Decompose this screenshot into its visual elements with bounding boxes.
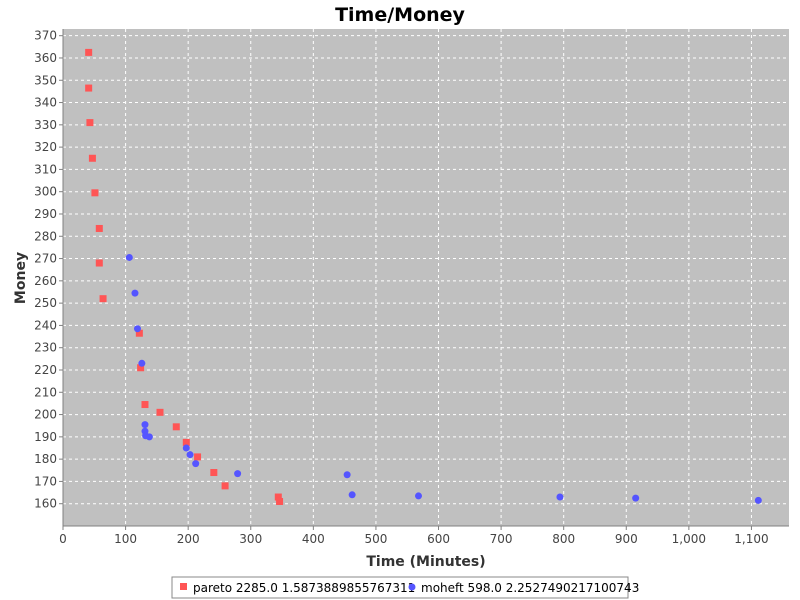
y-tick-label: 160 xyxy=(34,497,57,511)
point-pareto xyxy=(156,408,164,416)
y-tick-label: 240 xyxy=(34,318,57,332)
x-tick-label: 800 xyxy=(552,532,575,546)
point-moheft xyxy=(138,359,146,367)
x-tick-label: 700 xyxy=(490,532,513,546)
point-pareto xyxy=(137,364,145,372)
y-tick-label: 280 xyxy=(34,229,57,243)
point-moheft xyxy=(348,491,356,499)
point-moheft xyxy=(414,492,422,500)
point-moheft xyxy=(754,496,762,504)
x-tick-label: 400 xyxy=(302,532,325,546)
y-axis-label: Money xyxy=(13,252,29,304)
point-pareto xyxy=(86,119,94,127)
point-pareto xyxy=(85,84,93,92)
x-tick-label: 200 xyxy=(177,532,200,546)
point-pareto xyxy=(91,189,99,197)
point-moheft xyxy=(145,433,153,441)
y-tick-label: 290 xyxy=(34,207,57,221)
legend: pareto 2285.0 1.5873889855767311 moheft … xyxy=(171,576,639,599)
legend-marker-pareto xyxy=(180,583,187,590)
x-tick-label: 1,000 xyxy=(672,532,706,546)
data-points xyxy=(85,48,762,505)
y-tick-label: 360 xyxy=(34,51,57,65)
legend-label-pareto: pareto 2285.0 1.5873889855767311 xyxy=(193,581,415,595)
point-moheft xyxy=(133,325,141,333)
y-tick-label: 230 xyxy=(34,341,57,355)
plot-background xyxy=(63,29,789,526)
y-tick-label: 350 xyxy=(34,73,57,87)
point-pareto xyxy=(99,295,107,303)
point-pareto xyxy=(194,453,202,461)
y-tick-label: 190 xyxy=(34,430,57,444)
point-pareto xyxy=(135,329,143,337)
point-pareto xyxy=(95,259,103,267)
legend-label-moheft: moheft 598.0 2.2527490217100743 xyxy=(421,581,639,595)
x-tick-label: 500 xyxy=(364,532,387,546)
x-tick-label: 100 xyxy=(114,532,137,546)
y-tick-label: 220 xyxy=(34,363,57,377)
point-moheft xyxy=(192,460,200,468)
point-moheft xyxy=(141,421,149,429)
point-moheft xyxy=(632,494,640,502)
y-tick-label: 330 xyxy=(34,118,57,132)
point-moheft xyxy=(182,444,190,452)
point-pareto xyxy=(182,438,190,446)
point-moheft xyxy=(131,289,139,297)
point-moheft xyxy=(125,253,133,261)
y-tick-label: 200 xyxy=(34,408,57,422)
y-tick-label: 250 xyxy=(34,296,57,310)
legend-marker-moheft xyxy=(408,583,416,591)
y-tick-label: 300 xyxy=(34,185,57,199)
x-tick-label: 0 xyxy=(59,532,67,546)
point-pareto xyxy=(141,401,149,409)
point-pareto xyxy=(274,493,282,501)
y-tick-label: 320 xyxy=(34,140,57,154)
x-axis-label: Time (Minutes) xyxy=(366,554,485,570)
chart-title: Time/Money xyxy=(335,4,465,26)
y-tick-label: 340 xyxy=(34,96,57,110)
y-tick-label: 370 xyxy=(34,29,57,43)
point-pareto xyxy=(221,482,229,490)
point-pareto xyxy=(85,48,93,56)
y-tick-label: 270 xyxy=(34,252,57,266)
point-pareto xyxy=(210,469,218,477)
y-tick-label: 210 xyxy=(34,385,57,399)
point-pareto xyxy=(276,497,284,505)
point-pareto xyxy=(88,154,96,162)
legend-box xyxy=(171,576,629,599)
gridlines xyxy=(62,29,789,526)
point-pareto xyxy=(172,423,180,431)
x-tick-label: 300 xyxy=(239,532,262,546)
point-moheft xyxy=(556,493,564,501)
y-tick-label: 310 xyxy=(34,162,57,176)
y-tick-label: 180 xyxy=(34,452,57,466)
x-tick-label: 600 xyxy=(427,532,450,546)
point-pareto xyxy=(95,224,103,232)
point-moheft xyxy=(343,471,351,479)
x-tick-label: 900 xyxy=(615,532,638,546)
y-tick-label: 260 xyxy=(34,274,57,288)
x-tick-label: 1,100 xyxy=(734,532,768,546)
point-moheft xyxy=(186,451,194,459)
y-tick-label: 170 xyxy=(34,474,57,488)
axes: 0 100 200 300 400 500 600 700 800 900 1,000 1,100 16… xyxy=(34,29,789,546)
point-moheft xyxy=(234,470,242,478)
